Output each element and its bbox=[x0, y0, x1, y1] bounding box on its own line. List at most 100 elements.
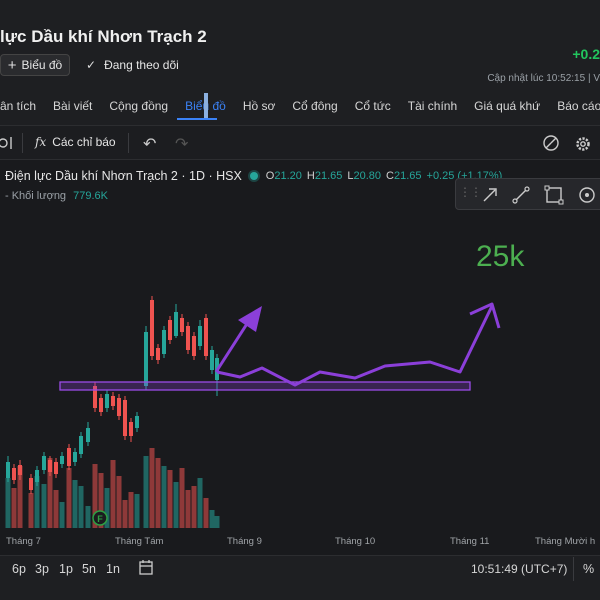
follow-label: Đang theo dõi bbox=[104, 58, 179, 72]
rectangle-tool-icon[interactable] bbox=[544, 185, 564, 205]
support-zone-rectangle[interactable] bbox=[59, 381, 471, 391]
tab-community[interactable]: Cộng đồng bbox=[109, 99, 169, 113]
volume-bar bbox=[149, 448, 155, 528]
candle-body bbox=[29, 478, 33, 490]
volume-bar bbox=[78, 486, 84, 528]
volume-bar bbox=[209, 510, 215, 528]
financial-event-marker[interactable] bbox=[92, 510, 108, 526]
volume-bar bbox=[47, 458, 53, 528]
candle-body bbox=[67, 448, 71, 466]
volume-bar bbox=[161, 466, 167, 528]
volume-bar bbox=[179, 468, 185, 528]
tab-reports[interactable]: Báo cáo bbox=[557, 99, 600, 113]
candle-body bbox=[162, 330, 166, 354]
high-value: 21.65 bbox=[314, 170, 343, 182]
volume-bar bbox=[5, 478, 11, 528]
volume-bar bbox=[98, 473, 104, 528]
tab-profile[interactable]: Hồ sơ bbox=[242, 99, 276, 113]
volume-layer bbox=[5, 448, 220, 528]
active-tab-underline bbox=[177, 118, 217, 120]
open-label: O bbox=[265, 170, 275, 182]
candle-body bbox=[73, 452, 77, 462]
candle-body bbox=[198, 326, 202, 346]
tab-dividends[interactable]: Cổ tức bbox=[354, 99, 391, 113]
stock-title: lực Dầu khí Nhơn Trạch 2 bbox=[0, 27, 207, 46]
calendar-range-icon[interactable] bbox=[138, 559, 155, 576]
x-axis-label: Tháng Mười h bbox=[535, 536, 596, 547]
drag-handle-icon[interactable]: ⋮⋮ bbox=[459, 185, 482, 199]
symbol-title: Điện lực Dầu khí Nhơn Trạch 2 · 1D · HSX bbox=[5, 169, 242, 183]
follow-button[interactable]: ✓ Đang theo dõi bbox=[86, 58, 179, 72]
volume-bar bbox=[17, 466, 23, 528]
indicators-button[interactable]: fx Các chỉ báo bbox=[35, 135, 116, 149]
volume-label: - Khối lượng bbox=[5, 190, 67, 202]
volume-legend: - Khối lượng 779.6K bbox=[5, 190, 108, 202]
candle-body bbox=[168, 320, 172, 340]
tab-price-history[interactable]: Giá quá khứ bbox=[474, 99, 541, 113]
add-chart-button[interactable]: + Biểu đồ bbox=[0, 54, 70, 76]
tab-posts[interactable]: Bài viết bbox=[53, 99, 93, 113]
ohlc-values: O21.20 H21.65 L20.80 C21.65 +0.25 (+1.17%) bbox=[266, 170, 503, 182]
x-axis-label: Tháng 10 bbox=[335, 536, 376, 547]
timeframe-3p[interactable]: 3p bbox=[35, 562, 49, 576]
candle-body bbox=[99, 398, 103, 412]
undo-icon[interactable]: ↶ bbox=[143, 136, 157, 153]
candle-body bbox=[79, 436, 83, 454]
tab-financials[interactable]: Tài chính bbox=[407, 99, 458, 113]
volume-bar bbox=[167, 470, 173, 528]
timeframe-6p[interactable]: 6p bbox=[12, 562, 26, 576]
volume-bar bbox=[173, 482, 179, 528]
volume-bar bbox=[11, 488, 17, 528]
timebar-divider bbox=[573, 557, 574, 581]
snapshot-icon[interactable] bbox=[543, 135, 560, 152]
candle-layer bbox=[6, 296, 219, 494]
volume-bar bbox=[134, 494, 140, 528]
compare-icon[interactable] bbox=[0, 135, 14, 151]
volume-bar bbox=[104, 488, 110, 528]
marker-label: F bbox=[97, 514, 103, 524]
chart-area[interactable]: F bbox=[0, 160, 600, 555]
timeframe-5n[interactable]: 5n bbox=[82, 562, 96, 576]
low-value: 20.80 bbox=[353, 170, 382, 182]
volume-bar bbox=[85, 506, 91, 528]
clock[interactable]: 10:51:49 (UTC+7) bbox=[471, 562, 568, 576]
volume-bar bbox=[122, 500, 128, 528]
candle-body bbox=[105, 394, 109, 408]
volume-bar bbox=[128, 492, 134, 528]
volume-bar bbox=[53, 490, 59, 528]
volume-bar bbox=[59, 502, 65, 528]
gear-icon[interactable] bbox=[574, 135, 592, 153]
candle-body bbox=[35, 470, 39, 482]
timeframe-1n[interactable]: 1n bbox=[106, 562, 120, 576]
plus-icon: + bbox=[7, 56, 17, 74]
volume-bar bbox=[34, 476, 40, 528]
candle-body bbox=[192, 336, 196, 356]
check-icon: ✓ bbox=[86, 58, 97, 72]
candle-body bbox=[150, 300, 154, 356]
volume-bar bbox=[116, 476, 122, 528]
volume-bar bbox=[155, 458, 161, 528]
projected-path[interactable] bbox=[216, 305, 494, 387]
function-icon: fx bbox=[35, 135, 47, 149]
tab-analysis[interactable]: ân tích bbox=[0, 99, 37, 113]
candle-body bbox=[60, 456, 64, 464]
high-label: H bbox=[306, 170, 315, 182]
arrow-tool-icon[interactable] bbox=[480, 185, 500, 205]
style-tool-icon[interactable] bbox=[577, 185, 597, 205]
percent-scale-toggle[interactable]: % bbox=[583, 562, 595, 576]
low-label: L bbox=[347, 170, 354, 182]
trend-line-tool-icon[interactable] bbox=[511, 185, 531, 205]
volume-bar bbox=[203, 498, 209, 528]
candle-body bbox=[186, 326, 190, 350]
tab-shareholders[interactable]: Cổ đông bbox=[292, 99, 338, 113]
price-target-annotation[interactable]: 25k bbox=[476, 240, 525, 273]
arrow-head-icon bbox=[469, 302, 501, 329]
candle-body bbox=[86, 428, 90, 442]
redo-icon[interactable]: ↷ bbox=[175, 136, 189, 153]
indicators-label: Các chỉ báo bbox=[52, 135, 116, 149]
trend-arrow-shaft[interactable] bbox=[214, 315, 254, 373]
candle-body bbox=[18, 465, 22, 475]
volume-bar bbox=[110, 460, 116, 528]
candle-body bbox=[135, 416, 139, 428]
timeframe-1p[interactable]: 1p bbox=[59, 562, 73, 576]
